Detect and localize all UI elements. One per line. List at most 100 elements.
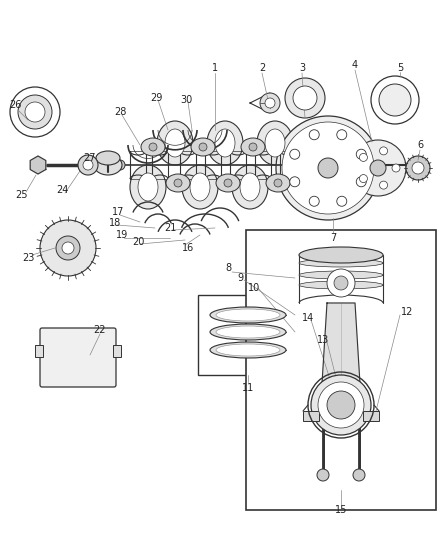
Circle shape: [379, 84, 411, 116]
Circle shape: [309, 130, 319, 140]
Text: 18: 18: [109, 218, 121, 228]
Circle shape: [337, 196, 347, 206]
Ellipse shape: [210, 342, 286, 358]
Ellipse shape: [299, 259, 383, 267]
Circle shape: [174, 179, 182, 187]
Ellipse shape: [157, 121, 193, 165]
Text: 22: 22: [94, 325, 106, 335]
Polygon shape: [30, 156, 46, 174]
Text: 20: 20: [132, 237, 144, 247]
Circle shape: [317, 469, 329, 481]
Circle shape: [406, 156, 430, 180]
Circle shape: [360, 175, 367, 183]
Circle shape: [327, 391, 355, 419]
Ellipse shape: [182, 165, 218, 209]
Ellipse shape: [216, 326, 280, 338]
Ellipse shape: [165, 129, 185, 157]
Text: 16: 16: [182, 243, 194, 253]
Text: 9: 9: [237, 273, 243, 283]
Circle shape: [327, 269, 355, 297]
Text: 10: 10: [248, 283, 260, 293]
Circle shape: [290, 149, 300, 159]
Bar: [113, 345, 121, 357]
Ellipse shape: [141, 138, 165, 156]
Ellipse shape: [138, 173, 158, 201]
Circle shape: [353, 469, 365, 481]
Ellipse shape: [241, 138, 265, 156]
Ellipse shape: [215, 129, 235, 157]
Circle shape: [274, 179, 282, 187]
Circle shape: [392, 164, 400, 172]
Circle shape: [412, 162, 424, 174]
Circle shape: [265, 98, 275, 108]
Ellipse shape: [166, 174, 190, 192]
Circle shape: [318, 158, 338, 178]
Text: 11: 11: [242, 383, 254, 393]
Circle shape: [276, 116, 380, 220]
Text: 14: 14: [302, 313, 314, 323]
Ellipse shape: [216, 174, 240, 192]
Text: 26: 26: [9, 100, 21, 110]
Circle shape: [56, 236, 80, 260]
Ellipse shape: [210, 324, 286, 340]
Text: 6: 6: [417, 140, 423, 150]
Text: 17: 17: [112, 207, 124, 217]
Text: 13: 13: [317, 335, 329, 345]
Text: 19: 19: [116, 230, 128, 240]
Circle shape: [25, 102, 45, 122]
Text: 8: 8: [225, 263, 231, 273]
Text: 25: 25: [16, 190, 28, 200]
Ellipse shape: [216, 344, 280, 356]
Circle shape: [371, 76, 419, 124]
Ellipse shape: [130, 165, 166, 209]
Bar: [303, 411, 319, 421]
Bar: [246, 230, 436, 510]
Circle shape: [356, 177, 366, 187]
Circle shape: [380, 147, 388, 155]
Ellipse shape: [240, 173, 260, 201]
Ellipse shape: [266, 174, 290, 192]
Bar: [198, 295, 298, 375]
Ellipse shape: [207, 121, 243, 165]
Text: 30: 30: [180, 95, 192, 105]
Circle shape: [149, 143, 157, 151]
Ellipse shape: [265, 129, 285, 157]
Circle shape: [282, 122, 374, 214]
Circle shape: [356, 149, 366, 159]
Circle shape: [285, 78, 325, 118]
Circle shape: [40, 220, 96, 276]
Ellipse shape: [94, 155, 122, 175]
Circle shape: [62, 242, 74, 254]
Text: 21: 21: [164, 223, 176, 233]
Circle shape: [293, 86, 317, 110]
Circle shape: [260, 93, 280, 113]
Ellipse shape: [257, 121, 293, 165]
Text: 28: 28: [114, 107, 126, 117]
Circle shape: [311, 375, 371, 435]
Circle shape: [290, 177, 300, 187]
Ellipse shape: [299, 281, 383, 289]
Circle shape: [370, 160, 386, 176]
Text: 12: 12: [401, 307, 413, 317]
Polygon shape: [321, 303, 361, 400]
Text: 24: 24: [56, 185, 68, 195]
Text: 27: 27: [84, 153, 96, 163]
Circle shape: [78, 155, 98, 175]
Bar: [363, 411, 379, 421]
Circle shape: [18, 95, 52, 129]
Ellipse shape: [216, 309, 280, 321]
Circle shape: [83, 160, 93, 170]
Circle shape: [249, 143, 257, 151]
Ellipse shape: [299, 247, 383, 263]
Circle shape: [199, 143, 207, 151]
Text: 23: 23: [22, 253, 34, 263]
Ellipse shape: [96, 151, 120, 165]
Circle shape: [10, 87, 60, 137]
Text: 5: 5: [397, 63, 403, 73]
Text: 2: 2: [259, 63, 265, 73]
Text: 15: 15: [335, 505, 347, 515]
Circle shape: [309, 196, 319, 206]
Circle shape: [350, 140, 406, 196]
Circle shape: [360, 154, 367, 161]
Ellipse shape: [191, 138, 215, 156]
